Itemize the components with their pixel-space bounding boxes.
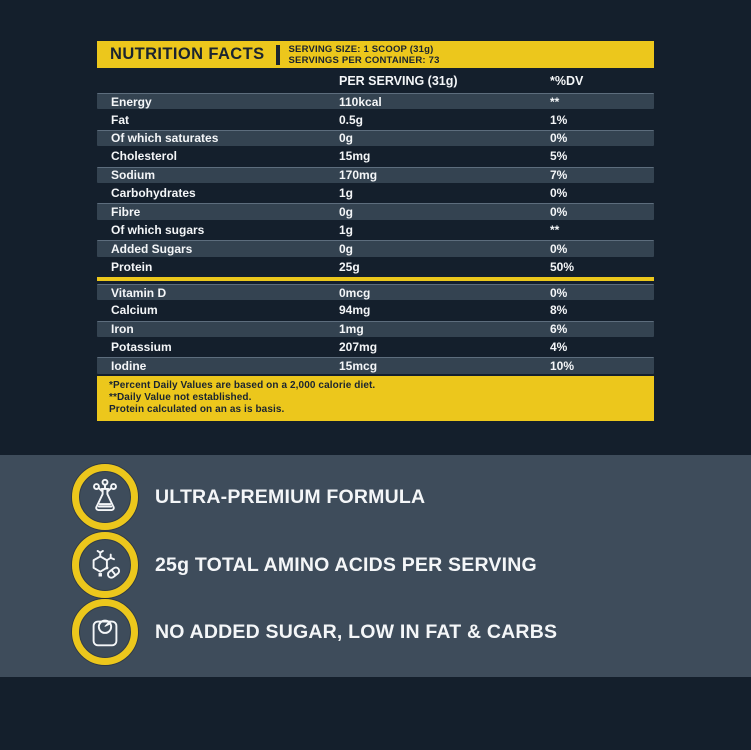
section-divider xyxy=(97,276,654,281)
table-row: Added Sugars 0g 0% xyxy=(97,240,654,257)
table-row: Fibre 0g 0% xyxy=(97,203,654,220)
nutrient-label: Protein xyxy=(111,259,153,274)
nutrient-value: 1g xyxy=(339,186,354,201)
table-row: Carbohydrates 1g 0% xyxy=(97,185,654,201)
per-serving-column-header: PER SERVING (31g) xyxy=(339,74,458,88)
nutrient-value: 0.5g xyxy=(339,112,364,127)
nutrient-label: Sodium xyxy=(111,168,155,183)
nutrient-dv: 1% xyxy=(550,112,568,127)
feature-amino-acids: 25g TOTAL AMINO ACIDS PER SERVING xyxy=(72,532,537,598)
feature-band: ULTRA-PREMIUM FORMULA 25g TOTAL AMINO AC… xyxy=(0,455,751,677)
table-row: Sodium 170mg 7% xyxy=(97,166,654,183)
nutrient-dv: 0% xyxy=(550,241,568,256)
flask-molecule-icon xyxy=(72,464,138,530)
table-row: Of which sugars 1g ** xyxy=(97,222,654,238)
table-row: Protein 25g 50% xyxy=(97,259,654,275)
nutrient-label: Fibre xyxy=(111,205,141,220)
nutrient-label: Fat xyxy=(111,112,129,127)
nutrient-label: Energy xyxy=(111,94,152,109)
nutrient-label: Iodine xyxy=(111,359,147,374)
table-row: Of which saturates 0g 0% xyxy=(97,129,654,147)
nutrient-dv: 0% xyxy=(550,186,568,201)
table-row: Fat 0.5g 1% xyxy=(97,111,654,127)
nutrient-value: 25g xyxy=(339,259,360,274)
serving-info: SERVING SIZE: 1 SCOOP (31g) SERVINGS PER… xyxy=(289,44,440,66)
nutrient-value: 15mg xyxy=(339,149,371,164)
table-row: Potassium 207mg 4% xyxy=(97,339,654,355)
nutrition-facts-panel: NUTRITION FACTS SERVING SIZE: 1 SCOOP (3… xyxy=(97,41,654,421)
nutrient-dv: 0% xyxy=(550,285,568,300)
dv-column-header: *%DV xyxy=(550,74,584,88)
feature-no-added-sugar: NO ADDED SUGAR, LOW IN FAT & CARBS xyxy=(72,599,557,665)
nutrient-label: Potassium xyxy=(111,340,172,355)
feature-label: NO ADDED SUGAR, LOW IN FAT & CARBS xyxy=(155,620,558,643)
nutrient-value: 0mcg xyxy=(339,285,371,300)
nutrient-label: Calcium xyxy=(111,303,158,318)
table-row: Energy 110kcal ** xyxy=(97,93,654,110)
feature-ultra-premium: ULTRA-PREMIUM FORMULA xyxy=(72,464,425,530)
servings-per-container-text: SERVINGS PER CONTAINER: 73 xyxy=(288,54,440,66)
nutrient-dv: 50% xyxy=(550,259,575,274)
nutrient-dv: 0% xyxy=(550,131,568,146)
nutrient-label: Of which saturates xyxy=(111,131,219,146)
table-row: Iodine 15mcg 10% xyxy=(97,357,654,374)
nutrient-dv: 10% xyxy=(550,359,575,374)
footnote: Protein calculated on an as is basis. xyxy=(109,403,285,415)
nutrient-label: Vitamin D xyxy=(111,285,167,300)
nutrient-value: 94mg xyxy=(339,303,371,318)
nutrient-dv: 5% xyxy=(550,149,568,164)
nutrient-dv: 0% xyxy=(550,205,568,220)
nutrition-rows: Energy 110kcal ** Fat 0.5g 1% Of which s… xyxy=(97,93,654,374)
nutrient-label: Iron xyxy=(111,322,134,337)
feature-label: 25g TOTAL AMINO ACIDS PER SERVING xyxy=(155,553,537,576)
nutrient-dv: ** xyxy=(550,94,560,109)
nutrient-value: 0g xyxy=(339,205,354,220)
nutrient-dv: ** xyxy=(550,222,560,237)
serving-size-text: SERVING SIZE: 1 SCOOP (31g) xyxy=(288,43,434,55)
nutrient-value: 170mg xyxy=(339,168,378,183)
nutrient-label: Added Sugars xyxy=(111,241,193,256)
table-row: Cholesterol 15mg 5% xyxy=(97,148,654,164)
table-row: Iron 1mg 6% xyxy=(97,320,654,338)
nutrient-value: 1g xyxy=(339,222,354,237)
nutrient-label: Of which sugars xyxy=(111,222,205,237)
nutrient-label: Cholesterol xyxy=(111,149,178,164)
nutrient-label: Carbohydrates xyxy=(111,186,196,201)
nutrient-value: 110kcal xyxy=(339,94,382,109)
footnotes-block: *Percent Daily Values are based on a 2,0… xyxy=(97,375,654,421)
nutrition-facts-header: NUTRITION FACTS SERVING SIZE: 1 SCOOP (3… xyxy=(97,41,654,68)
nutrient-value: 0g xyxy=(339,241,354,256)
nutrient-value: 15mcg xyxy=(339,359,378,374)
nutrient-value: 0g xyxy=(339,131,354,146)
weight-scale-icon xyxy=(72,599,138,665)
nutrient-value: 1mg xyxy=(339,322,364,337)
nutrient-dv: 4% xyxy=(550,340,568,355)
footnote: **Daily Value not established. xyxy=(109,391,252,403)
header-divider xyxy=(275,44,280,65)
column-headers: PER SERVING (31g) *%DV xyxy=(97,68,654,93)
table-row: Calcium 94mg 8% xyxy=(97,302,654,318)
nutrient-dv: 8% xyxy=(550,303,568,318)
nutrient-dv: 7% xyxy=(550,168,568,183)
molecule-capsule-icon xyxy=(72,532,138,598)
feature-label: ULTRA-PREMIUM FORMULA xyxy=(155,485,426,508)
table-row: Vitamin D 0mcg 0% xyxy=(97,283,654,301)
nutrient-value: 207mg xyxy=(339,340,378,355)
panel-title: NUTRITION FACTS xyxy=(110,45,265,63)
footnote: *Percent Daily Values are based on a 2,0… xyxy=(109,379,376,391)
nutrient-dv: 6% xyxy=(550,322,568,337)
